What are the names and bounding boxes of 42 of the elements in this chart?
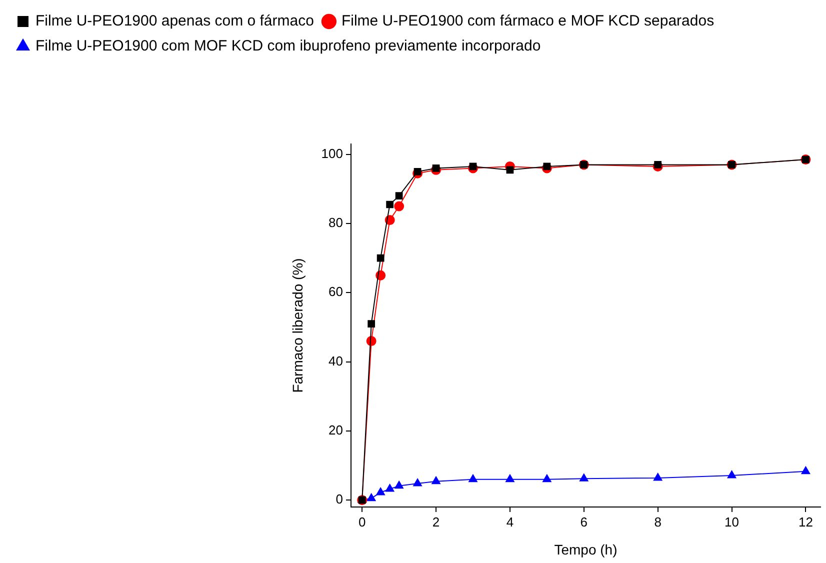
x-tick-label: 0 <box>358 514 366 530</box>
x-tick-label: 10 <box>724 514 740 530</box>
point <box>385 484 394 492</box>
point <box>366 493 376 502</box>
point <box>432 164 440 172</box>
point <box>506 474 514 482</box>
point <box>394 201 404 212</box>
x-tick-label: 8 <box>654 514 662 530</box>
point <box>543 162 551 170</box>
point <box>727 470 736 478</box>
point <box>368 320 376 328</box>
x-tick-label: 4 <box>506 514 514 530</box>
point <box>376 487 385 496</box>
x-axis-title: Tempo (h) <box>554 541 618 558</box>
point <box>394 480 404 489</box>
point <box>395 192 403 200</box>
x-tick-label: 6 <box>580 514 588 530</box>
y-axis-title: Farmaco liberado (%) <box>289 258 306 393</box>
point <box>654 161 662 168</box>
y-tick-label: 0 <box>336 492 343 507</box>
y-tick-label: 60 <box>328 284 343 300</box>
legend-label: Filme U-PEO1900 apenas com o fármaco <box>36 12 314 30</box>
point <box>653 472 662 481</box>
point <box>413 478 422 486</box>
point <box>432 476 440 484</box>
point <box>580 474 588 482</box>
y-tick-label: 100 <box>321 146 343 161</box>
point <box>468 474 478 482</box>
legend-label: Filme U-PEO1900 com fármaco e MOF KCD separados <box>341 12 714 30</box>
legend-label: Filme U-PEO1900 com MOF KCD com ibuprofeno previamente incorporado <box>36 38 541 55</box>
x-tick-label: 2 <box>432 514 440 530</box>
point <box>376 254 384 262</box>
point <box>542 474 552 482</box>
y-tick-label: 20 <box>328 422 343 438</box>
x-tick-label: 12 <box>798 514 813 530</box>
point <box>506 166 514 174</box>
point <box>801 466 810 474</box>
point <box>469 162 477 170</box>
point <box>414 168 422 176</box>
y-tick-label: 40 <box>328 353 343 368</box>
point <box>386 200 394 208</box>
y-tick-label: 80 <box>328 215 343 230</box>
